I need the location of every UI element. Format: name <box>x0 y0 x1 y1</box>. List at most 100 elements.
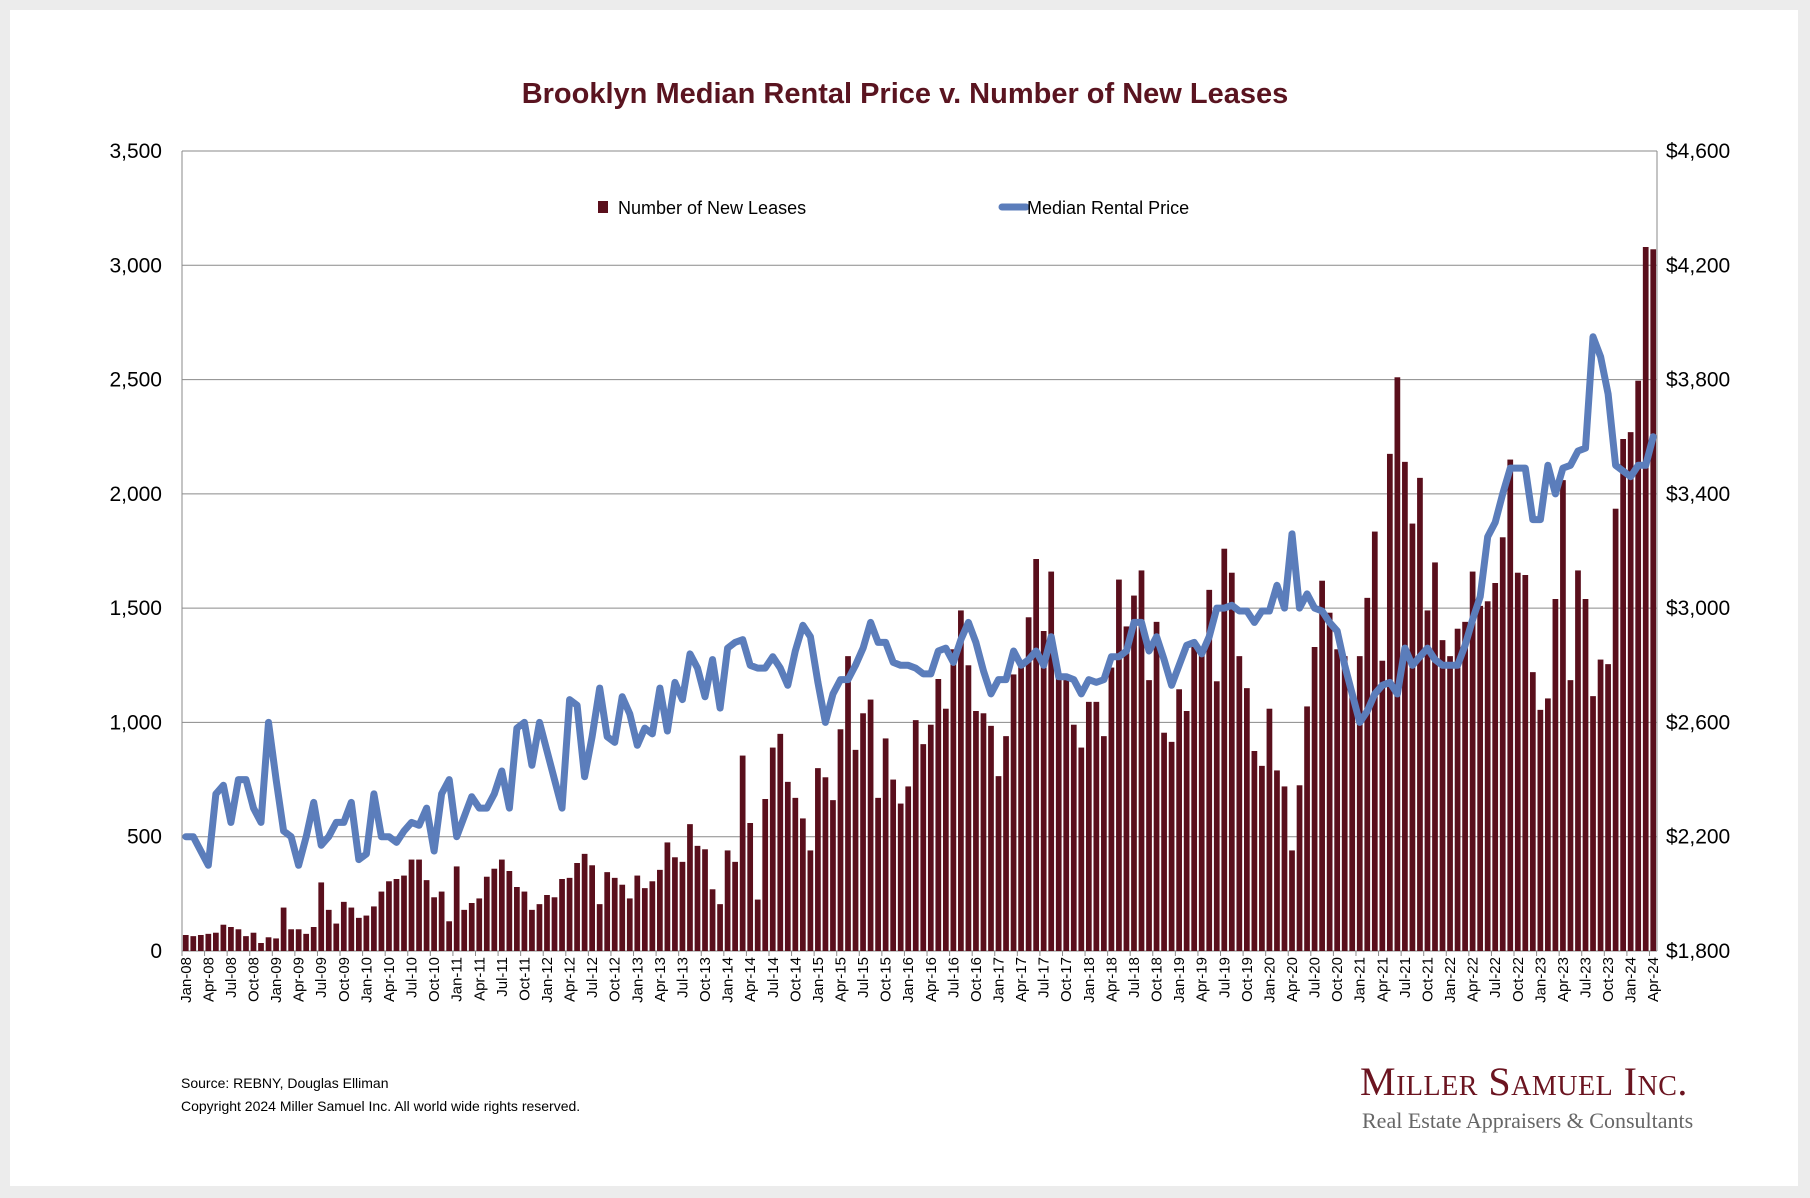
x-tick-label: Oct-10 <box>426 957 443 1002</box>
bar-new-leases <box>205 933 212 951</box>
bar-new-leases <box>318 882 325 951</box>
x-tick-label: Jan-22 <box>1442 957 1459 1003</box>
x-tick-label: Apr-21 <box>1374 957 1391 1002</box>
bar-new-leases <box>1153 621 1160 951</box>
bar-new-leases <box>589 865 595 951</box>
y-left-tick-label: 3,000 <box>109 254 162 277</box>
bar-new-leases <box>1311 647 1318 951</box>
bar-new-leases <box>468 903 475 951</box>
bar-new-leases <box>1605 664 1611 951</box>
bar-new-leases <box>483 876 490 951</box>
bar-new-leases <box>1003 736 1009 951</box>
x-tick-label: Apr-20 <box>1284 957 1301 1002</box>
y-right-tick-label: $4,600 <box>1666 140 1730 163</box>
x-tick-label: Jan-11 <box>449 957 466 1002</box>
bar-new-leases <box>815 768 821 951</box>
bar-new-leases <box>1590 696 1596 951</box>
bar-new-leases <box>1070 724 1077 951</box>
x-tick-label: Oct-22 <box>1510 957 1527 1002</box>
bar-new-leases <box>958 610 964 951</box>
bar-new-leases <box>1575 570 1581 951</box>
x-tick-label: Apr-10 <box>381 957 398 1002</box>
bar-new-leases <box>1055 677 1062 951</box>
bar-new-leases <box>1499 537 1506 951</box>
x-tick-label: Jan-14 <box>720 957 737 1003</box>
bar-new-leases <box>348 907 355 951</box>
x-tick-label: Apr-19 <box>1194 957 1211 1002</box>
bar-new-leases <box>860 713 866 951</box>
bar-new-leases <box>355 917 362 951</box>
bar-new-leases <box>1371 531 1378 951</box>
bar-new-leases <box>423 880 430 951</box>
bar-new-leases <box>325 909 332 951</box>
bar-new-leases <box>845 656 851 951</box>
bar-new-leases <box>1462 621 1468 951</box>
bar-new-leases <box>1537 709 1544 951</box>
x-tick-label: Jan-24 <box>1623 957 1640 1003</box>
bar-new-leases <box>438 891 445 951</box>
x-tick-label: Jul-19 <box>1216 957 1233 998</box>
bar-new-leases <box>626 898 633 951</box>
bar-new-leases <box>747 823 754 951</box>
y-left-tick-label: 2,000 <box>109 483 162 506</box>
bar-new-leases <box>619 884 626 951</box>
bar-new-leases <box>393 879 400 951</box>
x-tick-label: Jan-08 <box>178 957 195 1003</box>
bar-new-leases <box>1191 647 1198 951</box>
bar-new-leases <box>1386 453 1393 951</box>
bar-new-leases <box>920 744 927 951</box>
x-tick-label: Apr-11 <box>471 957 488 1001</box>
bar-new-leases <box>657 869 663 951</box>
bar-new-leases <box>875 797 881 951</box>
x-tick-label: Apr-13 <box>652 957 669 1002</box>
x-tick-label: Apr-23 <box>1555 957 1572 1002</box>
bar-new-leases <box>1228 572 1235 951</box>
bar-new-leases <box>935 679 942 951</box>
bar-new-leases <box>1642 247 1649 951</box>
bar-new-leases <box>1567 680 1574 951</box>
x-tick-label: Apr-09 <box>291 957 308 1002</box>
bar-new-leases <box>303 933 310 951</box>
bar-new-leases <box>1545 698 1551 951</box>
bar-new-leases <box>1454 628 1461 951</box>
bar-new-leases <box>1033 559 1040 951</box>
x-tick-label: Jul-11 <box>494 957 511 997</box>
bar-new-leases <box>596 904 603 951</box>
x-tick-label: Apr-24 <box>1645 957 1662 1002</box>
x-tick-label: Jul-17 <box>1036 957 1053 998</box>
legend-label-median-price: Median Rental Price <box>1027 198 1189 218</box>
bar-new-leases <box>732 861 738 951</box>
x-tick-label: Apr-17 <box>1013 957 1030 1002</box>
bar-new-leases <box>521 891 528 951</box>
bar-new-leases <box>1236 656 1243 951</box>
x-tick-label: Jan-23 <box>1532 957 1549 1003</box>
x-tick-label: Apr-22 <box>1465 957 1482 1002</box>
bar-new-leases <box>799 818 806 951</box>
bar-new-leases <box>1063 677 1070 951</box>
bar-new-leases <box>213 932 219 951</box>
y-left-tick-label: 500 <box>127 826 162 849</box>
x-tick-label: Jan-18 <box>1081 957 1098 1003</box>
bar-new-leases <box>1379 660 1386 951</box>
y-right-tick-label: $2,600 <box>1666 711 1730 734</box>
bar-new-leases <box>649 881 656 951</box>
bar-new-leases <box>288 929 294 951</box>
bar-new-leases <box>1477 605 1484 951</box>
bar-new-leases <box>1514 572 1521 951</box>
bar-new-leases <box>1296 785 1303 951</box>
legend-swatch-new-leases <box>598 201 608 213</box>
bar-new-leases <box>852 749 859 951</box>
bar-new-leases <box>182 935 189 951</box>
bar-new-leases <box>228 927 234 951</box>
bar-new-leases <box>1244 688 1250 951</box>
y-right-tick-label: $3,000 <box>1666 597 1730 620</box>
bar-new-leases <box>679 861 686 951</box>
bar-new-leases <box>1108 667 1115 951</box>
bar-new-leases <box>1620 439 1626 951</box>
x-tick-label: Jan-19 <box>1171 957 1188 1003</box>
x-tick-label: Oct-19 <box>1239 957 1256 1002</box>
bar-new-leases <box>446 921 453 951</box>
y-right-tick-label: $3,400 <box>1666 483 1730 506</box>
bar-new-leases <box>190 936 197 951</box>
source-note: Source: REBNY, Douglas Elliman <box>181 1075 389 1091</box>
